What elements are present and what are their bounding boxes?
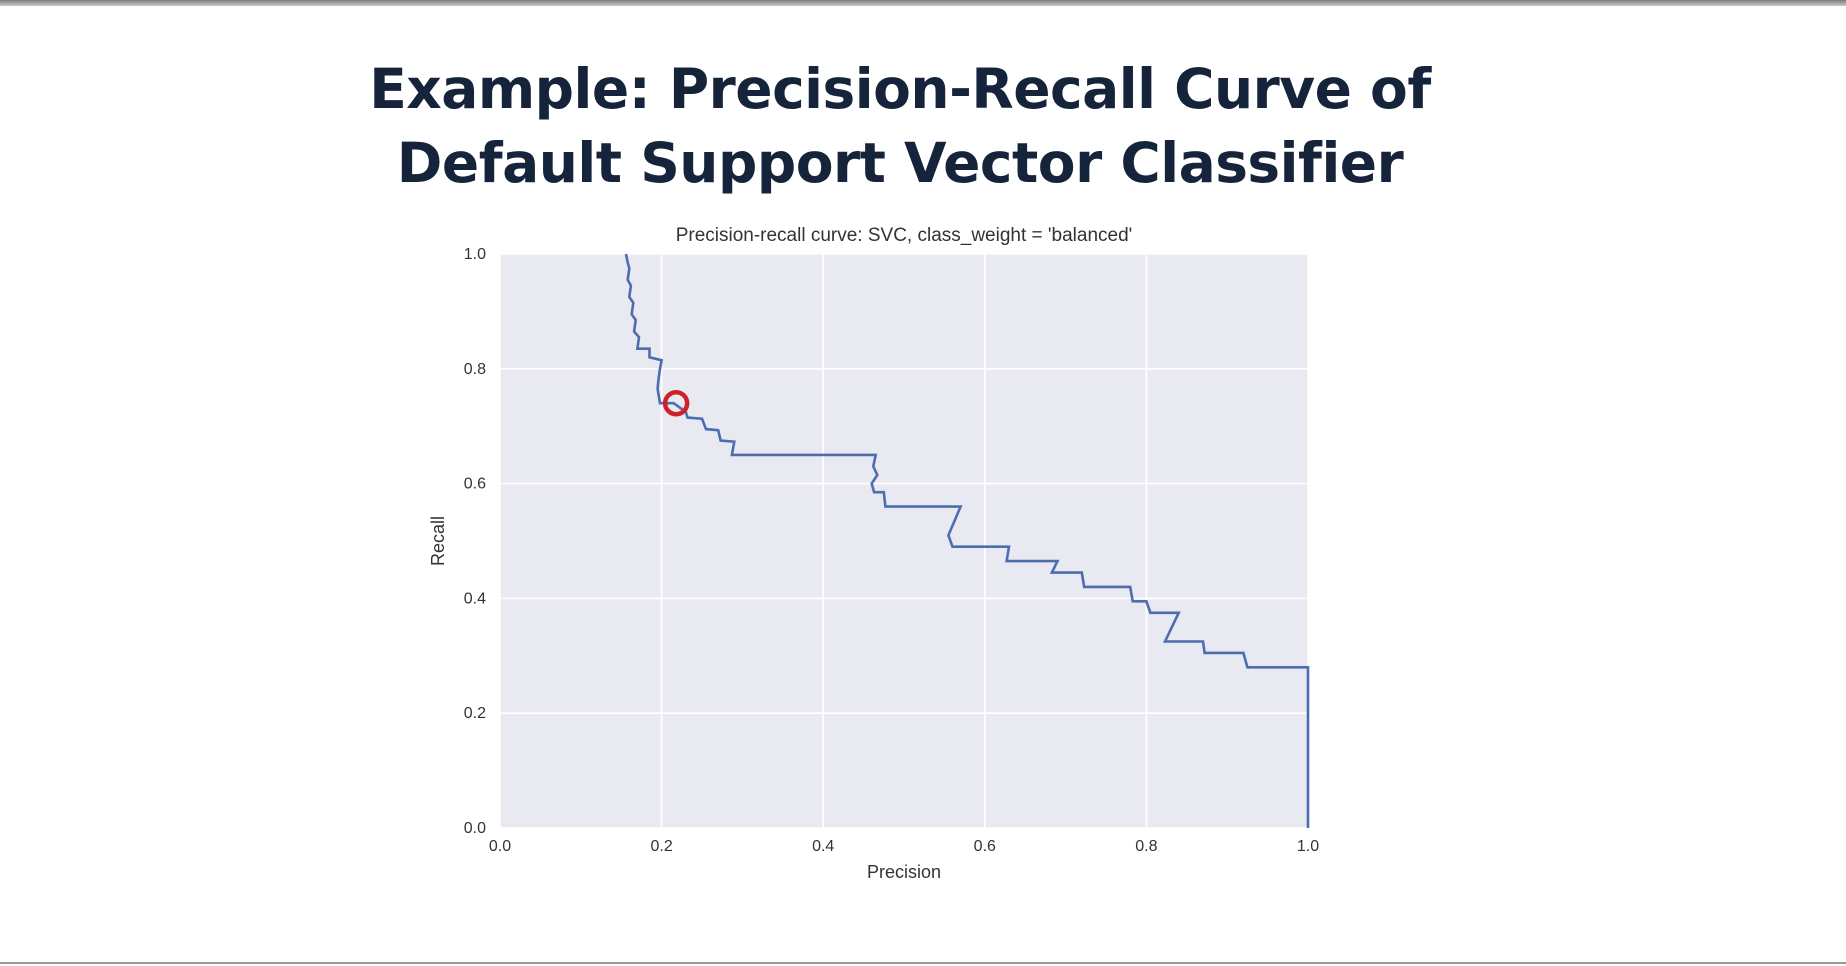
x-tick-label: 1.0 bbox=[1297, 838, 1319, 855]
x-tick-label: 0.8 bbox=[1135, 838, 1157, 855]
slide-title: Example: Precision-Recall Curve of Defau… bbox=[300, 52, 1500, 200]
x-tick-label: 0.4 bbox=[812, 838, 834, 855]
x-tick-label: 0.6 bbox=[974, 838, 996, 855]
operating-point-marker bbox=[662, 389, 690, 417]
slide-title-line-2: Default Support Vector Classifier bbox=[396, 131, 1404, 195]
y-axis-label: Recall bbox=[428, 516, 448, 566]
y-tick-label: 0.4 bbox=[464, 590, 486, 607]
y-tick-label: 0.0 bbox=[464, 820, 486, 837]
y-tick-label: 0.6 bbox=[464, 476, 486, 493]
y-tick-label: 1.0 bbox=[464, 246, 486, 263]
grid-lines bbox=[499, 253, 1309, 829]
x-tick-label: 0.0 bbox=[489, 838, 511, 855]
precision-recall-line bbox=[624, 253, 1310, 828]
y-tick-label: 0.2 bbox=[464, 705, 486, 722]
slide-title-line-1: Example: Precision-Recall Curve of bbox=[369, 57, 1431, 121]
chart-title: Precision-recall curve: SVC, class_weigh… bbox=[676, 225, 1133, 246]
bottom-border bbox=[0, 962, 1846, 964]
x-tick-labels: 0.0 0.2 0.4 0.6 0.8 1.0 bbox=[489, 838, 1319, 855]
y-tick-labels: 0.0 0.2 0.4 0.6 0.8 1.0 bbox=[464, 246, 486, 837]
plot-area bbox=[500, 254, 1308, 828]
curve-layer bbox=[624, 253, 1310, 828]
x-tick-label: 0.2 bbox=[650, 838, 672, 855]
x-axis-label: Precision bbox=[867, 862, 941, 882]
y-tick-label: 0.8 bbox=[464, 361, 486, 378]
top-border bbox=[0, 0, 1846, 6]
